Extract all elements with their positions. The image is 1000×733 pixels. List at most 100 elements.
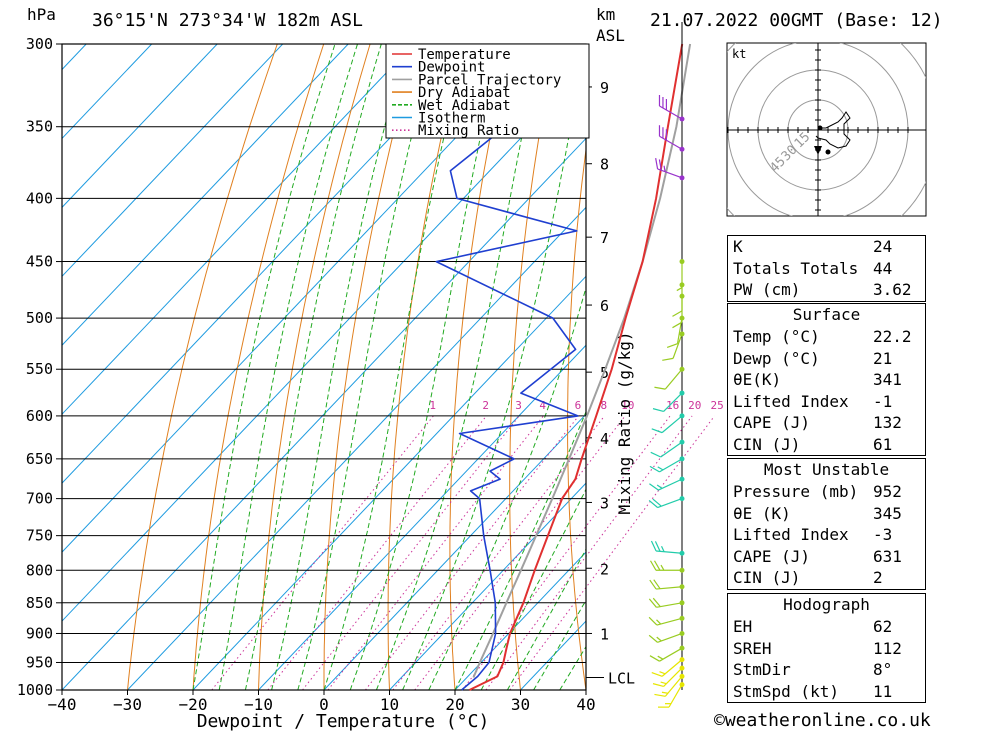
km-tick-label: 4 — [600, 430, 609, 448]
indices-table: K 24 Totals Totals 44 PW (cm) 3.62 — [727, 235, 926, 302]
mu-cape-label: CAPE (J) — [733, 546, 811, 566]
barb-staff — [672, 333, 683, 359]
most-unstable-table: Most Unstable Pressure (mb) 952 θE (K) 345… — [727, 458, 926, 590]
wind-barb — [648, 597, 685, 608]
barb-flag — [648, 616, 658, 626]
barb-flag — [649, 465, 660, 473]
surface-cin-label: CIN (J) — [733, 434, 801, 454]
barb-staff — [659, 458, 683, 473]
wind-barb — [651, 657, 685, 677]
lcl-label: LCL — [608, 670, 635, 688]
mu-theta-label: θE (K) — [733, 503, 791, 523]
tt-value: 44 — [873, 258, 893, 278]
wind-barb — [648, 630, 685, 643]
stmspd-row: StmSpd (kt) 11 — [728, 681, 925, 703]
barb-dot — [679, 673, 685, 679]
wet-adiabat-line — [480, 488, 586, 690]
surface-theta-label: θE(K) — [733, 370, 782, 389]
wind-barb — [648, 615, 685, 626]
isotherm-line — [127, 206, 586, 690]
barb-half-flag — [659, 671, 666, 675]
wind-barb — [652, 390, 685, 413]
barb-flag — [649, 579, 657, 590]
barb-dot — [679, 550, 685, 556]
barb-half-flag — [656, 484, 663, 489]
barb-staff — [664, 676, 683, 697]
mixing-ratio-label: 20 — [688, 399, 701, 412]
isotherm-line — [454, 551, 586, 690]
wind-barb — [652, 665, 685, 688]
km-tick-label: 7 — [600, 229, 609, 247]
barb-dot — [679, 567, 685, 573]
wind-barb — [649, 456, 685, 473]
mixing-ratio-label: 10 — [621, 399, 634, 412]
barb-flag — [652, 683, 664, 688]
barb-dot — [679, 146, 685, 152]
barb-staff — [657, 632, 683, 643]
wind-barb — [648, 496, 685, 509]
barb-half-flag — [661, 691, 668, 694]
barb-dot — [679, 366, 685, 372]
isotherm-line — [62, 44, 546, 553]
surface-li-row: Lifted Index -1 — [728, 391, 925, 413]
barb-half-flag — [660, 545, 665, 552]
barb-staff — [656, 586, 683, 590]
isotherm-line — [258, 344, 586, 690]
isotherm-line — [62, 44, 415, 415]
barb-dot — [679, 390, 685, 396]
copyright: ©weatheronline.co.uk — [714, 710, 931, 731]
km-tick-label: 1 — [600, 625, 609, 643]
pressure-tick-label: 500 — [26, 309, 53, 327]
stmdir-row: StmDir 8° — [728, 659, 925, 681]
wind-barb — [658, 125, 685, 152]
barb-half-flag — [663, 165, 666, 172]
barb-staff — [659, 105, 683, 120]
wet-adiabat-line — [454, 410, 586, 690]
barb-dot — [679, 584, 685, 590]
pressure-tick-label: 750 — [26, 527, 53, 545]
barb-staff — [658, 478, 683, 491]
wet-adiabat-line — [375, 44, 542, 690]
mixing-ratio-line — [392, 415, 605, 691]
sreh-row: SREH 112 — [728, 638, 925, 660]
mu-li-row: Lifted Index -3 — [728, 524, 925, 546]
tt-label: Totals Totals — [733, 258, 859, 278]
surface-temp-row: Temp (°C) 22.2 — [728, 326, 925, 348]
mu-li-label: Lifted Index — [733, 525, 849, 544]
surface-temp-label: Temp (°C) — [733, 327, 820, 346]
barb-flag — [651, 428, 663, 434]
legend-label: Isotherm — [418, 111, 485, 127]
barb-dot — [679, 259, 685, 265]
surface-title: Surface — [792, 305, 861, 324]
barb-dot — [679, 630, 685, 636]
surface-li-label: Lifted Index — [733, 391, 849, 411]
mixing-ratio-label: 2 — [482, 399, 489, 412]
barb-flag — [649, 560, 657, 571]
pressure-tick-label: 600 — [26, 407, 53, 425]
wind-barb — [650, 439, 685, 458]
km-tick-label: 3 — [600, 494, 609, 512]
barb-flag — [648, 634, 658, 643]
pressure-tick-label: 300 — [26, 35, 53, 53]
surface-table: Surface Temp (°C) 22.2 Dewp (°C) 21 θE(K) 3… — [727, 303, 926, 456]
barb-flag — [649, 483, 659, 491]
parcel-trajectory-line — [472, 43, 692, 678]
pressure-tick-label: 950 — [26, 653, 53, 671]
barb-dot — [679, 439, 685, 445]
hodograph-marker — [817, 125, 823, 131]
sreh-label: SREH — [733, 638, 772, 658]
barb-staff — [659, 135, 683, 150]
isotherm-line — [62, 44, 284, 278]
barb-dot — [679, 496, 685, 502]
plot-frame — [61, 43, 587, 691]
barb-flag — [648, 598, 657, 608]
pressure-tick-label: 650 — [26, 450, 53, 468]
mu-theta-value: 345 — [873, 503, 902, 523]
surface-dewp-row: Dewp (°C) 21 — [728, 348, 925, 370]
barb-dot — [679, 175, 685, 181]
barb-staff — [656, 550, 683, 554]
temp-tick-label: −10 — [244, 695, 273, 714]
pressure-tick-label: 1000 — [17, 681, 53, 699]
km-tick-label: 6 — [600, 297, 609, 315]
